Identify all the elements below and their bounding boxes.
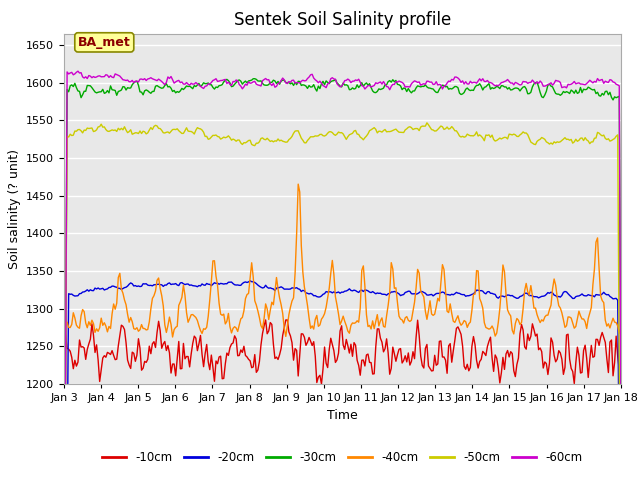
- -60cm: [130, 80, 138, 85]
- -10cm: [617, 359, 625, 364]
- Title: Sentek Soil Salinity profile: Sentek Soil Salinity profile: [234, 11, 451, 29]
- -40cm: [244, 290, 252, 296]
- Legend: -10cm, -20cm, -30cm, -40cm, -50cm, -60cm: -10cm, -20cm, -30cm, -40cm, -50cm, -60cm: [98, 446, 587, 468]
- -30cm: [226, 80, 234, 86]
- -60cm: [305, 74, 313, 80]
- -10cm: [588, 343, 595, 348]
- -50cm: [588, 139, 595, 145]
- -20cm: [244, 279, 252, 285]
- -10cm: [262, 317, 269, 323]
- -20cm: [226, 279, 234, 285]
- Line: -50cm: -50cm: [64, 123, 621, 480]
- -30cm: [251, 76, 259, 82]
- -10cm: [244, 357, 252, 362]
- -20cm: [588, 293, 595, 299]
- -60cm: [617, 384, 625, 390]
- -10cm: [226, 345, 234, 350]
- -10cm: [60, 381, 68, 387]
- -40cm: [617, 325, 625, 331]
- -50cm: [226, 135, 234, 141]
- -50cm: [254, 140, 262, 146]
- -30cm: [255, 78, 263, 84]
- -40cm: [294, 181, 302, 187]
- -40cm: [129, 319, 136, 324]
- -60cm: [246, 80, 254, 86]
- -30cm: [588, 86, 595, 92]
- Line: -10cm: -10cm: [64, 320, 621, 384]
- -20cm: [129, 281, 136, 287]
- Line: -20cm: -20cm: [64, 281, 621, 480]
- -10cm: [129, 349, 136, 355]
- -30cm: [617, 392, 625, 397]
- -50cm: [244, 138, 252, 144]
- -20cm: [255, 283, 263, 289]
- -60cm: [588, 79, 595, 84]
- -60cm: [228, 83, 236, 88]
- Text: BA_met: BA_met: [78, 36, 131, 49]
- -40cm: [588, 305, 595, 311]
- -10cm: [254, 367, 262, 373]
- -50cm: [303, 138, 311, 144]
- -60cm: [74, 68, 82, 74]
- -60cm: [255, 83, 263, 88]
- X-axis label: Time: Time: [327, 408, 358, 421]
- Line: -60cm: -60cm: [64, 71, 621, 480]
- -20cm: [246, 278, 254, 284]
- Y-axis label: Soil salinity (? unit): Soil salinity (? unit): [8, 149, 20, 269]
- -40cm: [254, 308, 262, 314]
- -10cm: [305, 335, 313, 340]
- -50cm: [423, 120, 431, 126]
- -30cm: [129, 82, 136, 87]
- -40cm: [305, 315, 313, 321]
- -30cm: [305, 83, 313, 88]
- Line: -40cm: -40cm: [64, 184, 621, 480]
- Line: -30cm: -30cm: [64, 79, 621, 480]
- -50cm: [129, 132, 136, 137]
- -20cm: [305, 291, 313, 297]
- -30cm: [244, 78, 252, 84]
- -40cm: [226, 324, 234, 330]
